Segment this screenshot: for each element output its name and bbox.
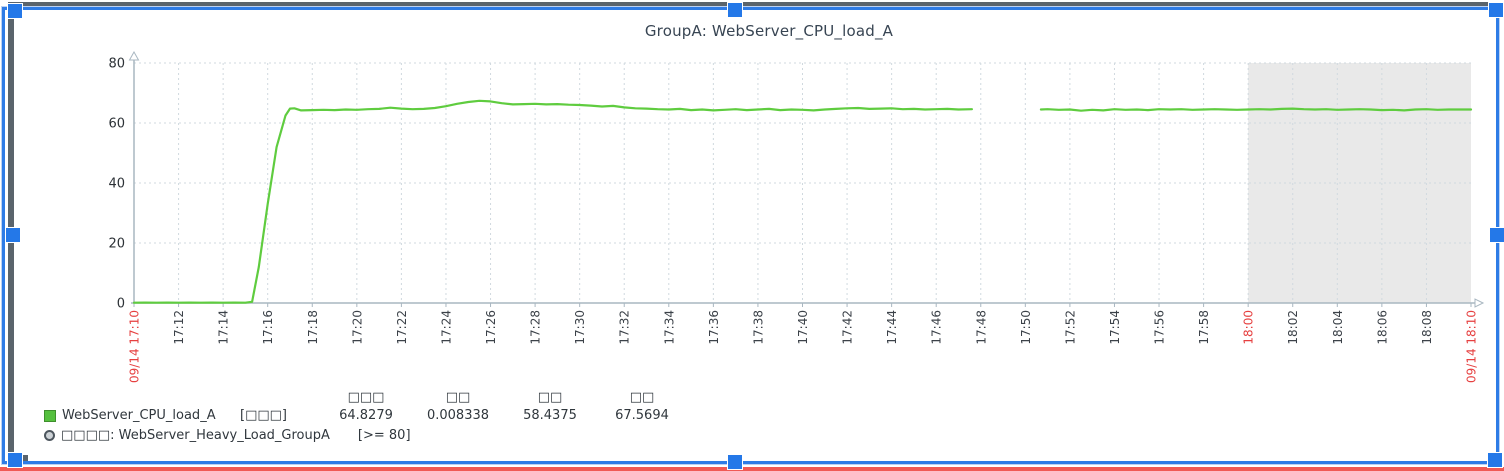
resize-handle-bottom-left[interactable] (8, 453, 22, 467)
svg-text:17:40: 17:40 (796, 310, 810, 345)
legend-header-min: □□ (445, 390, 471, 405)
svg-text:17:30: 17:30 (573, 310, 587, 345)
chart-plot-area[interactable]: 09/14 17:10 17:12 17:14 17:16 17:18 17:20 17:2… (28, 16, 1504, 394)
graph-title: GroupA: WebServer_CPU_load_A (644, 22, 894, 40)
svg-text:17:28: 17:28 (529, 310, 543, 345)
svg-text:17:58: 17:58 (1197, 310, 1211, 345)
trigger-circle-icon (44, 430, 55, 441)
series-max-value: 67.5694 (615, 408, 669, 423)
svg-text:09/14 17:10: 09/14 17:10 (128, 310, 142, 383)
svg-text:17:36: 17:36 (707, 310, 721, 345)
svg-text:17:20: 17:20 (350, 310, 364, 345)
svg-text:17:50: 17:50 (1019, 310, 1033, 345)
svg-text:40: 40 (108, 177, 125, 192)
series-swatch-icon (44, 409, 56, 422)
svg-text:17:56: 17:56 (1153, 310, 1167, 345)
legend-header-row: □□□ □□ □□ □□ (44, 390, 688, 406)
series-avg-value: 58.4375 (523, 408, 577, 423)
svg-text:17:26: 17:26 (484, 310, 498, 345)
graph-widget[interactable]: GroupA: WebServer_CPU_load_A 09/14 17:10… (8, 2, 1504, 463)
series-last-value: 64.8279 (339, 408, 393, 423)
svg-text:17:46: 17:46 (930, 310, 944, 345)
resize-handle-bottom-right[interactable] (1488, 453, 1502, 467)
svg-text:18:06: 18:06 (1375, 310, 1389, 345)
svg-text:17:38: 17:38 (751, 310, 765, 345)
svg-text:17:48: 17:48 (974, 310, 988, 345)
resize-handle-middle-right[interactable] (1490, 228, 1504, 242)
svg-text:17:22: 17:22 (395, 310, 409, 345)
series-min-value: 0.008338 (426, 408, 490, 423)
svg-text:18:04: 18:04 (1331, 310, 1345, 345)
svg-text:17:16: 17:16 (261, 310, 275, 345)
resize-handle-middle-left[interactable] (6, 228, 20, 242)
resize-handle-top-left[interactable] (8, 4, 22, 18)
svg-text:0: 0 (117, 297, 125, 312)
legend-header-avg: □□ (537, 390, 563, 405)
legend: □□□ □□ □□ □□ WebServer_CPU_load_A [□□□] … (44, 390, 688, 445)
svg-text:17:32: 17:32 (618, 310, 632, 345)
graph-image[interactable]: GroupA: WebServer_CPU_load_A 09/14 17:10… (28, 16, 1504, 463)
svg-text:18:08: 18:08 (1420, 310, 1434, 345)
svg-text:17:34: 17:34 (662, 310, 676, 345)
svg-text:09/14 18:10: 09/14 18:10 (1465, 310, 1479, 383)
legend-trigger-row: □□□□: WebServer_Heavy_Load_GroupA [>= 80… (44, 426, 688, 445)
legend-header-max: □□ (629, 390, 655, 405)
legend-header-last: □□□ (347, 390, 385, 405)
resize-handle-bottom-middle[interactable] (728, 455, 742, 469)
resize-handle-top-middle[interactable] (728, 3, 742, 17)
svg-text:17:14: 17:14 (217, 310, 231, 345)
svg-text:20: 20 (108, 237, 125, 252)
svg-text:17:44: 17:44 (885, 310, 899, 345)
svg-text:60: 60 (108, 117, 125, 132)
legend-series-row: WebServer_CPU_load_A [□□□] 64.8279 0.008… (44, 406, 688, 425)
trigger-label: □□□□: WebServer_Heavy_Load_GroupA (61, 428, 330, 443)
svg-text:17:54: 17:54 (1108, 310, 1122, 345)
red-divider (0, 467, 1504, 471)
series-mode: [□□□] (240, 408, 287, 423)
resize-handle-top-right[interactable] (1489, 3, 1503, 17)
svg-text:18:00: 18:00 (1242, 310, 1256, 345)
svg-text:80: 80 (108, 57, 125, 72)
series-name: WebServer_CPU_load_A (62, 408, 216, 423)
svg-text:17:12: 17:12 (172, 310, 186, 345)
svg-text:18:02: 18:02 (1286, 310, 1300, 345)
svg-text:17:18: 17:18 (306, 310, 320, 345)
svg-text:17:24: 17:24 (439, 310, 453, 345)
trigger-condition: [>= 80] (357, 428, 411, 443)
svg-text:17:42: 17:42 (841, 310, 855, 345)
svg-text:17:52: 17:52 (1063, 310, 1077, 345)
